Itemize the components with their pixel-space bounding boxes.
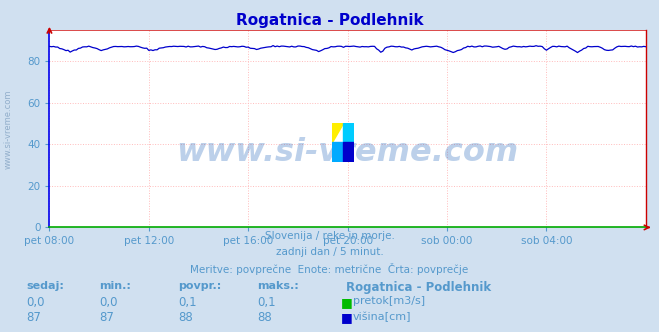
Text: 87: 87 xyxy=(26,311,42,324)
Text: 87: 87 xyxy=(99,311,114,324)
Text: pretok[m3/s]: pretok[m3/s] xyxy=(353,296,424,306)
Text: 0,1: 0,1 xyxy=(257,296,275,309)
Text: 88: 88 xyxy=(257,311,272,324)
Text: www.si-vreme.com: www.si-vreme.com xyxy=(4,90,13,169)
Polygon shape xyxy=(331,123,343,142)
Text: 0,0: 0,0 xyxy=(99,296,117,309)
Text: min.:: min.: xyxy=(99,281,130,290)
Text: Meritve: povprečne  Enote: metrične  Črta: povprečje: Meritve: povprečne Enote: metrične Črta:… xyxy=(190,263,469,275)
Text: sedaj:: sedaj: xyxy=(26,281,64,290)
Text: povpr.:: povpr.: xyxy=(178,281,221,290)
Text: 88: 88 xyxy=(178,311,192,324)
Text: www.si-vreme.com: www.si-vreme.com xyxy=(177,137,519,168)
Text: maks.:: maks.: xyxy=(257,281,299,290)
Text: Rogatnica - Podlehnik: Rogatnica - Podlehnik xyxy=(346,281,491,293)
Text: višina[cm]: višina[cm] xyxy=(353,311,411,322)
Text: 0,0: 0,0 xyxy=(26,296,45,309)
Polygon shape xyxy=(343,123,354,142)
Text: ■: ■ xyxy=(341,296,353,309)
Polygon shape xyxy=(331,142,343,162)
Text: Rogatnica - Podlehnik: Rogatnica - Podlehnik xyxy=(236,13,423,28)
Text: ■: ■ xyxy=(341,311,353,324)
Text: 0,1: 0,1 xyxy=(178,296,196,309)
Text: zadnji dan / 5 minut.: zadnji dan / 5 minut. xyxy=(275,247,384,257)
Polygon shape xyxy=(343,142,354,162)
Text: Slovenija / reke in morje.: Slovenija / reke in morje. xyxy=(264,231,395,241)
